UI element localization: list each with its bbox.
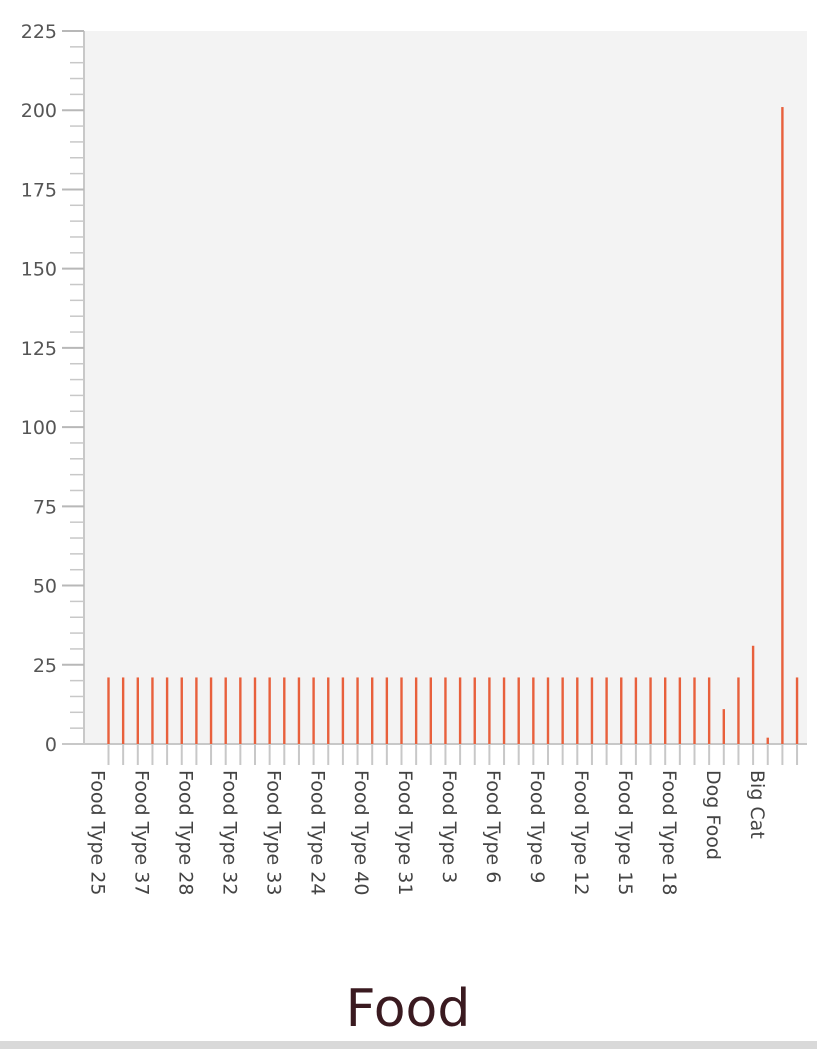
bar [429,677,432,744]
bar [546,677,550,744]
bar [634,677,638,744]
bar [751,645,755,744]
bar [165,677,169,744]
chart-title: Food [346,979,471,1039]
x-tick-label: Food Type 6 [482,770,504,883]
bar [239,677,242,744]
bar [707,677,711,744]
bar [356,677,359,744]
y-tick-label: 225 [21,21,57,43]
bar [576,677,579,744]
y-tick-label: 25 [33,655,57,677]
bar [502,677,506,744]
bar [488,677,491,744]
bar [414,677,418,744]
y-tick-label: 100 [21,417,57,439]
bar [312,677,315,744]
bar [473,677,476,744]
x-tick-label: Food Type 15 [614,770,636,895]
bar [532,677,535,744]
bar [693,677,696,744]
bar [444,677,447,744]
bar [341,677,345,744]
x-tick-label: Big Cat [746,770,768,839]
x-tick-label: Food Type 37 [130,770,152,895]
x-tick-label: Food Type 31 [394,770,416,895]
bottom-scrollbar-track [0,1041,817,1049]
bar [151,677,154,744]
bar [283,677,286,744]
bar [224,677,227,744]
y-tick-label: 75 [33,496,57,518]
y-tick-label: 150 [21,259,57,281]
bar [107,677,110,744]
bar [385,677,389,744]
x-tick-label: Food Type 28 [174,770,196,895]
x-tick-label: Food Type 3 [438,770,460,883]
x-tick-label: Food Type 18 [658,770,680,895]
bar [371,677,374,744]
y-tick-label: 50 [33,576,57,598]
y-tick-label: 175 [21,179,57,201]
bar [649,677,652,744]
x-tick-label: Food Type 25 [87,770,109,895]
bar [561,677,564,744]
bar [400,677,403,744]
bar [327,677,330,744]
x-tick-label: Food Type 9 [526,770,548,883]
bar [766,737,769,744]
y-tick-label: 200 [21,100,57,122]
bar [722,709,725,744]
bar [620,677,623,744]
plot-area [84,31,807,744]
bar [195,677,198,744]
bar [268,677,271,744]
bar [136,677,139,744]
x-tick-label: Food Type 24 [306,770,328,895]
bar [297,677,301,744]
y-tick-label: 0 [45,734,57,756]
bar [458,677,462,744]
bar [664,677,667,744]
x-tick-label: Food Type 33 [262,770,284,895]
bar [590,677,594,744]
bar [180,677,183,744]
x-tick-label: Food Type 32 [218,770,240,895]
bar [737,677,740,744]
x-tick-label: Food Type 12 [570,770,592,895]
bar [605,677,608,744]
y-tick-label: 125 [21,338,57,360]
bar [121,677,125,744]
bar [678,677,682,744]
x-tick-label: Dog Food [702,770,724,860]
bar [781,107,784,744]
bar [209,677,213,744]
x-tick-label: Food Type 40 [350,770,372,895]
bar [517,677,520,744]
bar [253,677,257,744]
bar [795,677,799,744]
